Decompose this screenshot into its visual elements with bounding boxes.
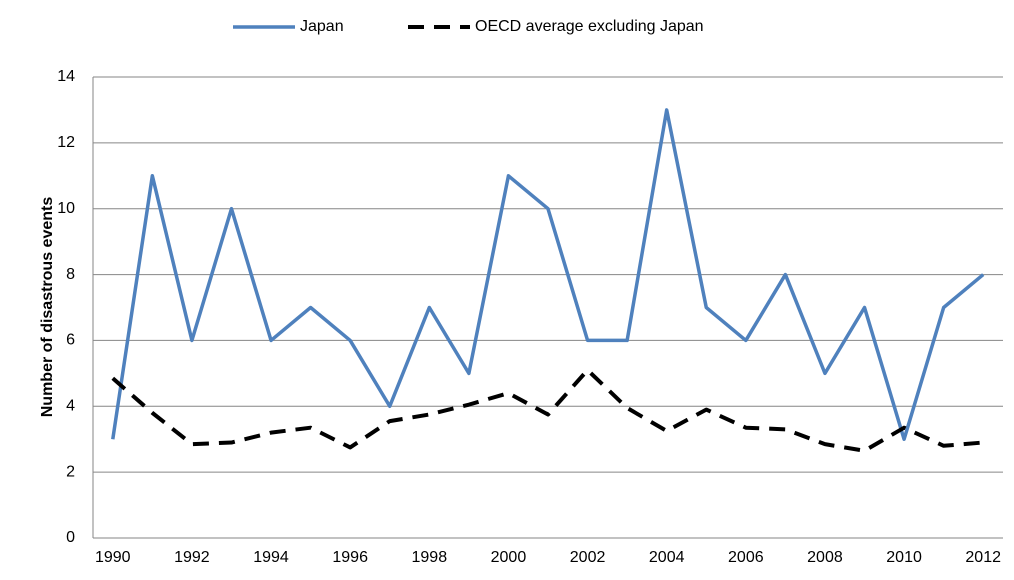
x-tick-label: 2008 [807,549,843,566]
x-tick-label: 2006 [728,549,764,566]
x-tick-label: 2012 [965,549,1001,566]
legend-label: Japan [300,18,344,35]
x-tick-label: 2000 [491,549,527,566]
x-tick-label: 1994 [253,549,289,566]
x-tick-label: 1992 [174,549,210,566]
y-tick-label: 2 [66,463,75,480]
y-tick-label: 6 [66,332,75,349]
y-tick-label: 8 [66,266,75,283]
y-tick-label: 10 [57,200,75,217]
x-tick-label: 2002 [570,549,606,566]
x-tick-label: 1996 [332,549,368,566]
series-line [111,368,984,453]
y-tick-label: 0 [66,529,75,546]
series-line [111,108,985,441]
y-axis-label: Number of disastrous events [39,197,56,418]
y-tick-label: 4 [66,398,75,415]
x-tick-label: 2010 [886,549,922,566]
x-tick-label: 1990 [95,549,131,566]
y-tick-label: 12 [57,134,75,151]
x-tick-label: 1998 [412,549,448,566]
y-tick-label: 14 [57,68,75,85]
x-tick-label: 2004 [649,549,685,566]
legend-label: OECD average excluding Japan [475,18,704,35]
